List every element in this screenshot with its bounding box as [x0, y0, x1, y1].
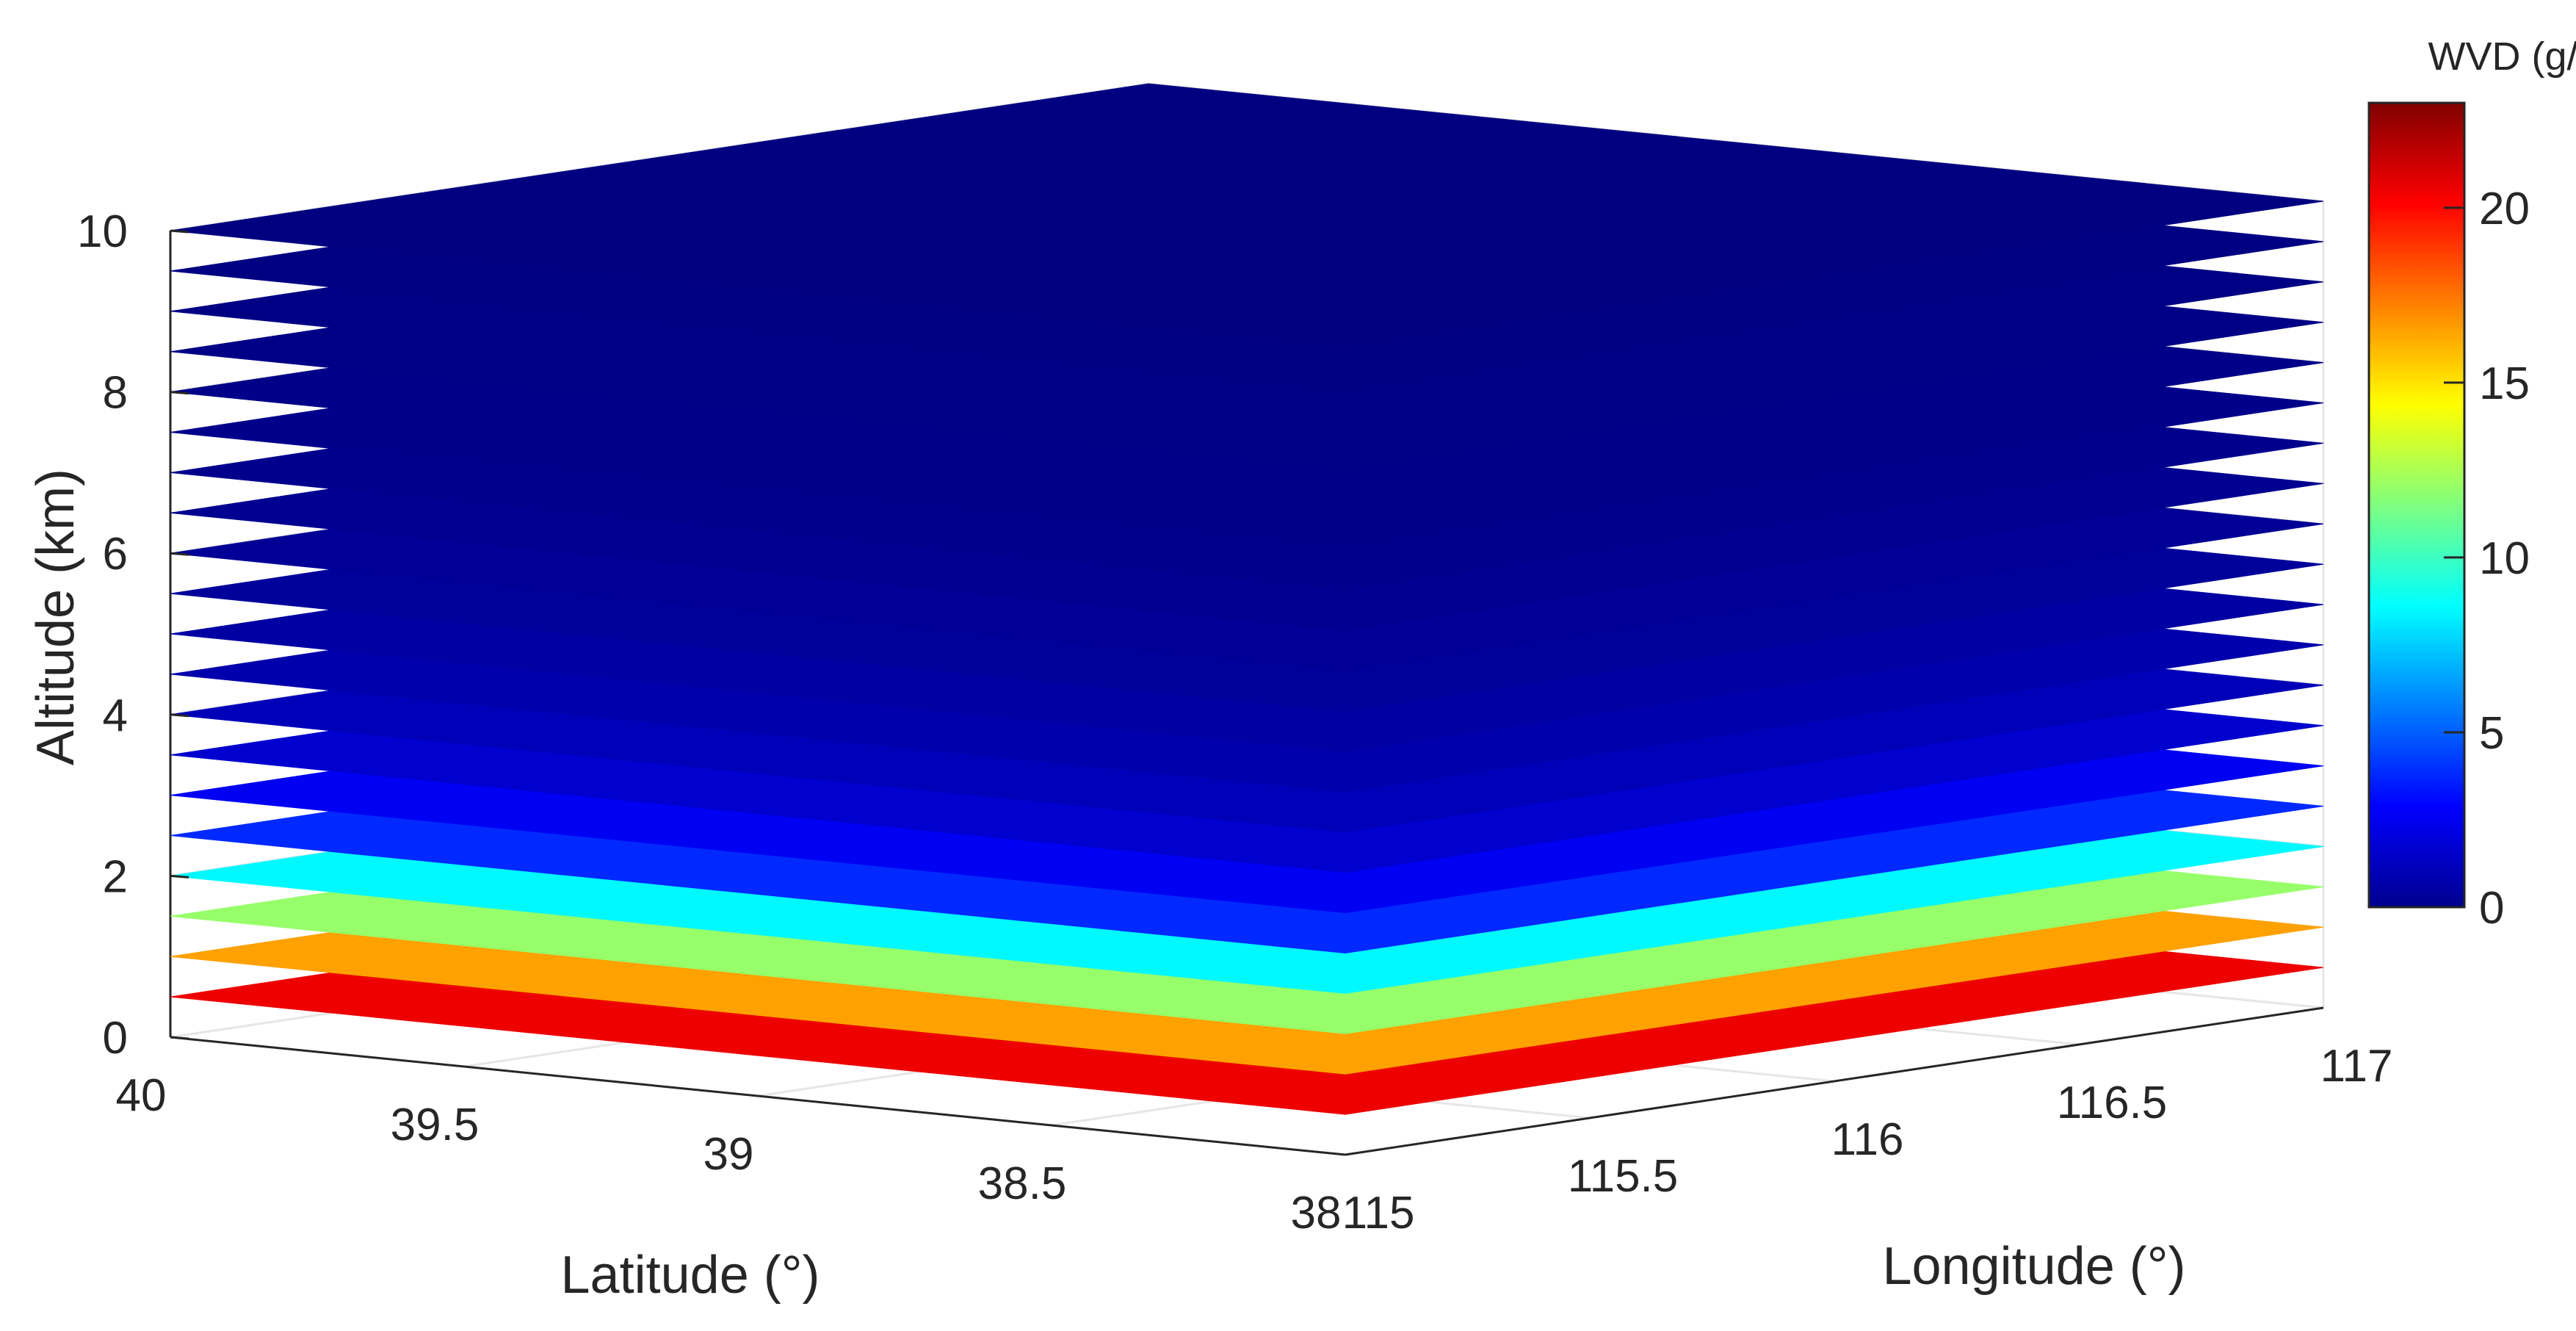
colorbar-tick-label: 5	[2479, 708, 2504, 759]
z-axis-label: Altitude (km)	[26, 469, 85, 765]
z-tick-label: 2	[103, 851, 128, 902]
x-tick-label: 117	[2320, 1041, 2393, 1092]
colorbar-tick-label: 0	[2479, 883, 2504, 934]
y-axis-label: Latitude (°)	[561, 1246, 820, 1305]
z-tick	[170, 229, 189, 234]
z-tick	[170, 713, 189, 718]
y-tick-label: 40	[116, 1070, 167, 1121]
y-axis-line	[170, 1036, 1346, 1156]
x-axis-label: Longitude (°)	[1882, 1237, 2185, 1296]
z-tick-label: 8	[103, 368, 128, 419]
x-tick-label: 115	[1342, 1188, 1415, 1238]
colorbar-title: WVD (g/m3)	[2428, 28, 2576, 79]
colorbar: WVD (g/m3) 0 5 10 15 20	[2367, 28, 2576, 934]
z-tick	[170, 874, 189, 879]
wvd-layer	[170, 83, 2324, 349]
x-axis-line	[1345, 1006, 2324, 1156]
z-tick-label: 10	[77, 206, 128, 257]
wvd-layers	[170, 83, 2324, 1115]
colorbar-tick-label: 20	[2479, 184, 2530, 234]
z-tick-label: 6	[103, 529, 128, 580]
y-tick-label: 38.5	[978, 1158, 1067, 1209]
y-tick-label: 39.5	[391, 1100, 480, 1150]
colorbar-tick-label: 15	[2479, 358, 2530, 409]
y-tick-label: 38	[1291, 1188, 1342, 1238]
x-tick-label: 116	[1831, 1114, 1904, 1165]
x-tick-label: 115.5	[1568, 1151, 1679, 1202]
z-tick	[170, 552, 189, 556]
axis-ticks: 0 2 4 6 8 10 38 38.5 39 39.5 40 115 115.5 116 116.5 117	[77, 206, 2392, 1238]
x-tick-label: 116.5	[2057, 1078, 2168, 1128]
z-tick	[170, 391, 189, 395]
colorbar-gradient	[2367, 101, 2466, 909]
z-tick-label: 4	[103, 690, 128, 741]
z-tick-label: 0	[103, 1013, 128, 1064]
y-tick-label: 39	[703, 1129, 754, 1180]
z-tick	[170, 1036, 189, 1040]
colorbar-tick-label: 10	[2479, 533, 2530, 584]
